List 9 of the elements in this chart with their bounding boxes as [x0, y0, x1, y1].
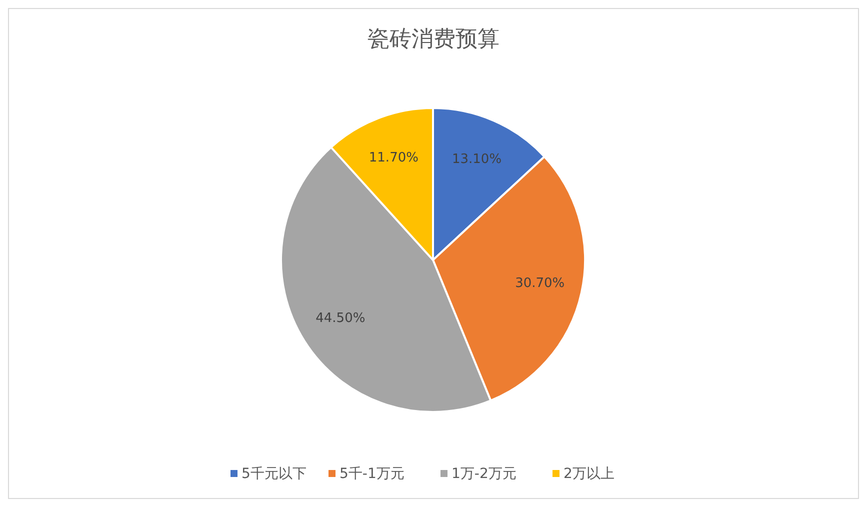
- legend-label: 5千元以下: [242, 466, 306, 482]
- data-label: 30.70%: [515, 276, 565, 292]
- data-label: 11.70%: [368, 150, 418, 166]
- legend-label: 2万以上: [564, 466, 614, 482]
- legend-label: 5千-1万元: [340, 466, 404, 482]
- legend-label: 1万-2万元: [452, 466, 516, 482]
- chart-title: 瓷砖消费预算: [368, 27, 500, 52]
- data-label: 44.50%: [316, 310, 366, 326]
- data-label: 13.10%: [452, 152, 502, 168]
